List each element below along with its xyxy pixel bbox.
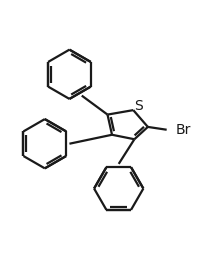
Text: S: S: [134, 99, 143, 113]
Text: Br: Br: [176, 123, 192, 137]
